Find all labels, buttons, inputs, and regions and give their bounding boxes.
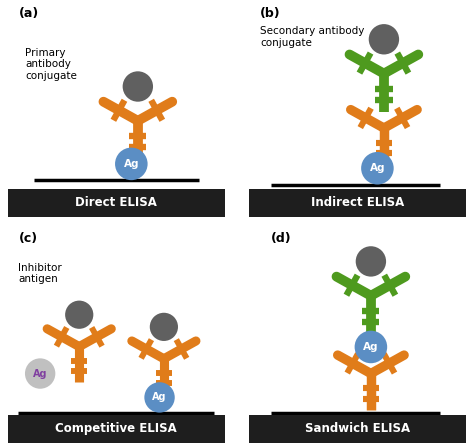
Text: Direct ELISA: Direct ELISA — [75, 196, 157, 210]
Circle shape — [123, 71, 153, 102]
Circle shape — [115, 148, 147, 180]
Text: Primary
antibody
conjugate: Primary antibody conjugate — [25, 48, 77, 81]
Circle shape — [361, 152, 394, 185]
Text: (d): (d) — [271, 233, 292, 245]
Text: Ag: Ag — [152, 392, 167, 402]
Text: Ag: Ag — [124, 159, 139, 169]
Text: Ag: Ag — [363, 342, 379, 352]
Text: Competitive ELISA: Competitive ELISA — [55, 422, 177, 435]
Circle shape — [65, 301, 93, 329]
Circle shape — [369, 24, 399, 54]
Circle shape — [150, 313, 178, 341]
Text: Ag: Ag — [33, 369, 47, 378]
Circle shape — [355, 330, 387, 363]
Text: Indirect ELISA: Indirect ELISA — [311, 196, 404, 210]
Text: Ag: Ag — [370, 163, 385, 173]
Text: Sandwich ELISA: Sandwich ELISA — [305, 422, 410, 435]
Bar — [249, 415, 466, 443]
Circle shape — [356, 246, 386, 276]
Text: (c): (c) — [18, 233, 37, 245]
Text: (b): (b) — [260, 7, 281, 19]
Text: (a): (a) — [18, 7, 39, 19]
Bar — [8, 415, 225, 443]
Circle shape — [25, 358, 55, 389]
Bar — [249, 189, 466, 217]
Circle shape — [145, 382, 175, 412]
Bar — [8, 189, 225, 217]
Text: Inhibitor
antigen: Inhibitor antigen — [18, 263, 62, 284]
Text: Secondary antibody
conjugate: Secondary antibody conjugate — [260, 26, 365, 48]
